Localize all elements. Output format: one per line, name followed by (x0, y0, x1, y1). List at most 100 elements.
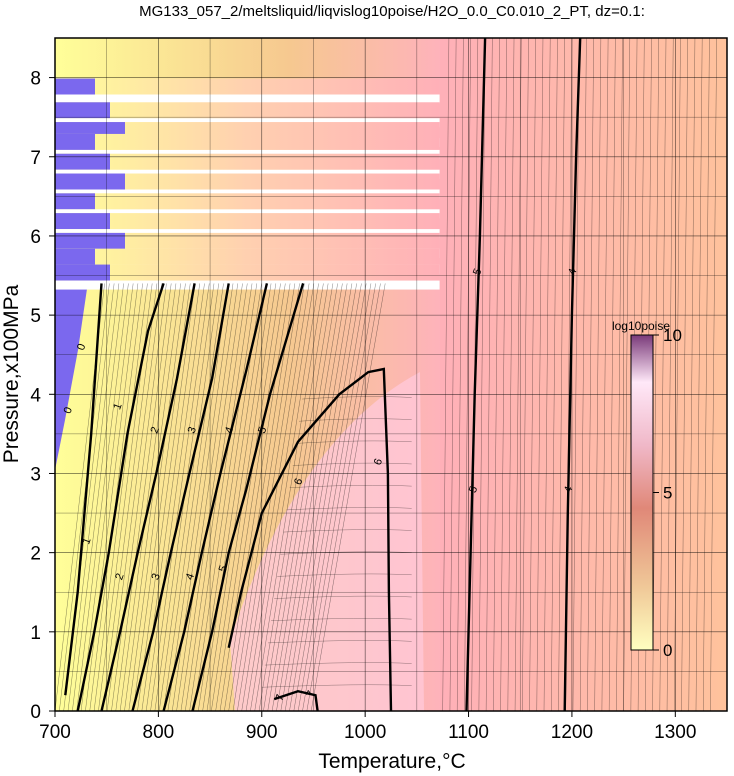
y-tick-label: 3 (30, 464, 41, 485)
contour-label: 0 (62, 406, 75, 416)
band-row-low (55, 232, 125, 249)
x-axis-label: Temperature,°C (318, 750, 465, 773)
minor-contour-line (277, 573, 412, 577)
band-gap (55, 94, 440, 104)
x-tick-label: 1000 (344, 722, 386, 743)
band-row-low (55, 213, 110, 230)
minor-contour-line (688, 38, 696, 711)
minor-contour-line (493, 38, 500, 711)
band-row-low (55, 153, 110, 170)
band-row (55, 133, 440, 150)
contour-label: 6 (292, 477, 305, 487)
minor-contour-line (666, 38, 674, 711)
contour-line-5 (191, 283, 305, 711)
minor-contour-line (286, 507, 412, 511)
minor-contour-line (536, 38, 544, 711)
minor-contour-line (681, 38, 688, 711)
contour-line-7 (273, 689, 319, 711)
minor-contour-line (264, 662, 412, 666)
y-tick-label: 8 (30, 69, 41, 90)
low-viscosity-region (55, 282, 88, 711)
contour-label: 6 (372, 457, 385, 467)
minor-contour-line (594, 38, 602, 711)
high-temp-field (440, 38, 727, 711)
grid-lines (54, 38, 727, 712)
x-axis-ticks: 700 800 900 1000 1100 1200 1300 (39, 711, 696, 743)
minor-contour-line (507, 38, 515, 711)
contour-label: 5 (217, 564, 230, 574)
minor-contour-line (298, 418, 412, 422)
band-row (55, 264, 440, 281)
colorbar-tick-label: 5 (663, 484, 672, 503)
y-axis-ticks: 0 1 2 3 4 5 6 7 8 (30, 69, 55, 723)
missing-data-bands (55, 78, 440, 290)
contour-label: 4 (562, 485, 575, 495)
band-row (55, 248, 440, 265)
y-tick-label: 6 (30, 227, 41, 248)
minor-contour-line (529, 38, 536, 711)
x-tick-label: 1300 (654, 722, 696, 743)
minor-contour-line (543, 38, 551, 711)
contour-label: 5 (256, 425, 269, 435)
x-tick-label: 1100 (448, 722, 489, 743)
minor-contour-line (695, 38, 703, 711)
minor-contour-line (302, 396, 412, 400)
contour-label: 2 (149, 425, 162, 435)
minor-contour-line (500, 38, 507, 711)
band-row (55, 232, 440, 249)
band-row-low (55, 264, 110, 281)
minor-contour-line (274, 595, 412, 599)
colorbar: log10poise 0 5 10 (612, 319, 682, 660)
minor-contour-line (608, 38, 616, 711)
minor-contour-line (295, 440, 412, 444)
minor-contour-line (267, 640, 412, 644)
contour-label: 3 (150, 572, 163, 582)
minor-contour-line (456, 38, 464, 711)
y-tick-label: 0 (30, 702, 41, 723)
contour-label: 1 (111, 402, 124, 412)
band-row (55, 173, 440, 190)
minor-contour-line (623, 38, 631, 711)
chart-title: MG133_057_2/meltsliquid/liqvislog10poise… (139, 3, 645, 20)
x-tick-label: 700 (39, 722, 71, 743)
contour-label: 3 (186, 425, 199, 435)
band-row (55, 153, 440, 170)
band-row (55, 78, 440, 95)
band-row (55, 102, 440, 119)
band-row-low (55, 78, 95, 95)
contour-label: 5 (467, 485, 480, 495)
contour-label: 4 (184, 572, 197, 582)
minor-contour-line (271, 618, 412, 621)
minor-contour-line (659, 38, 667, 711)
minor-contour-line (478, 38, 486, 711)
contour-line-1 (76, 283, 165, 711)
y-tick-label: 1 (30, 623, 41, 644)
y-axis-label: Pressure,x100MPa (0, 284, 23, 463)
minor-contour-line (587, 38, 594, 711)
minor-contour-line (710, 38, 717, 711)
y-tick-label: 7 (30, 148, 41, 169)
band-gap (55, 280, 440, 290)
minor-contour-line (616, 38, 623, 711)
colorbar-swatch (630, 334, 654, 651)
contour-label: 0 (75, 342, 88, 352)
minor-contour-line (579, 38, 587, 711)
contour-labels: 0 0 1 1 2 2 3 3 4 4 5 5 6 6 7 7 5 5 4 4 (62, 267, 580, 703)
band-row-low (55, 193, 95, 210)
contour-label: 5 (471, 267, 484, 277)
contour-label: 2 (113, 572, 126, 582)
contour-label: 1 (80, 536, 93, 546)
y-tick-label: 5 (30, 306, 41, 327)
contour-label: 4 (566, 267, 579, 277)
colorbar-tick-label: 10 (663, 326, 682, 345)
minor-contour-line (522, 38, 529, 711)
minor-contour-line (449, 38, 457, 711)
minor-contour-line (485, 38, 493, 711)
minor-contour-line (289, 485, 412, 488)
colorbar-ticks: 0 5 10 (653, 326, 682, 660)
band-row-low (55, 102, 110, 119)
minor-contour-line (572, 38, 580, 711)
minor-contour-line (283, 529, 412, 533)
plot-area: 0 0 1 1 2 2 3 3 4 4 5 5 6 6 7 7 5 5 4 4 (55, 38, 727, 711)
minor-contour-line (442, 38, 450, 711)
